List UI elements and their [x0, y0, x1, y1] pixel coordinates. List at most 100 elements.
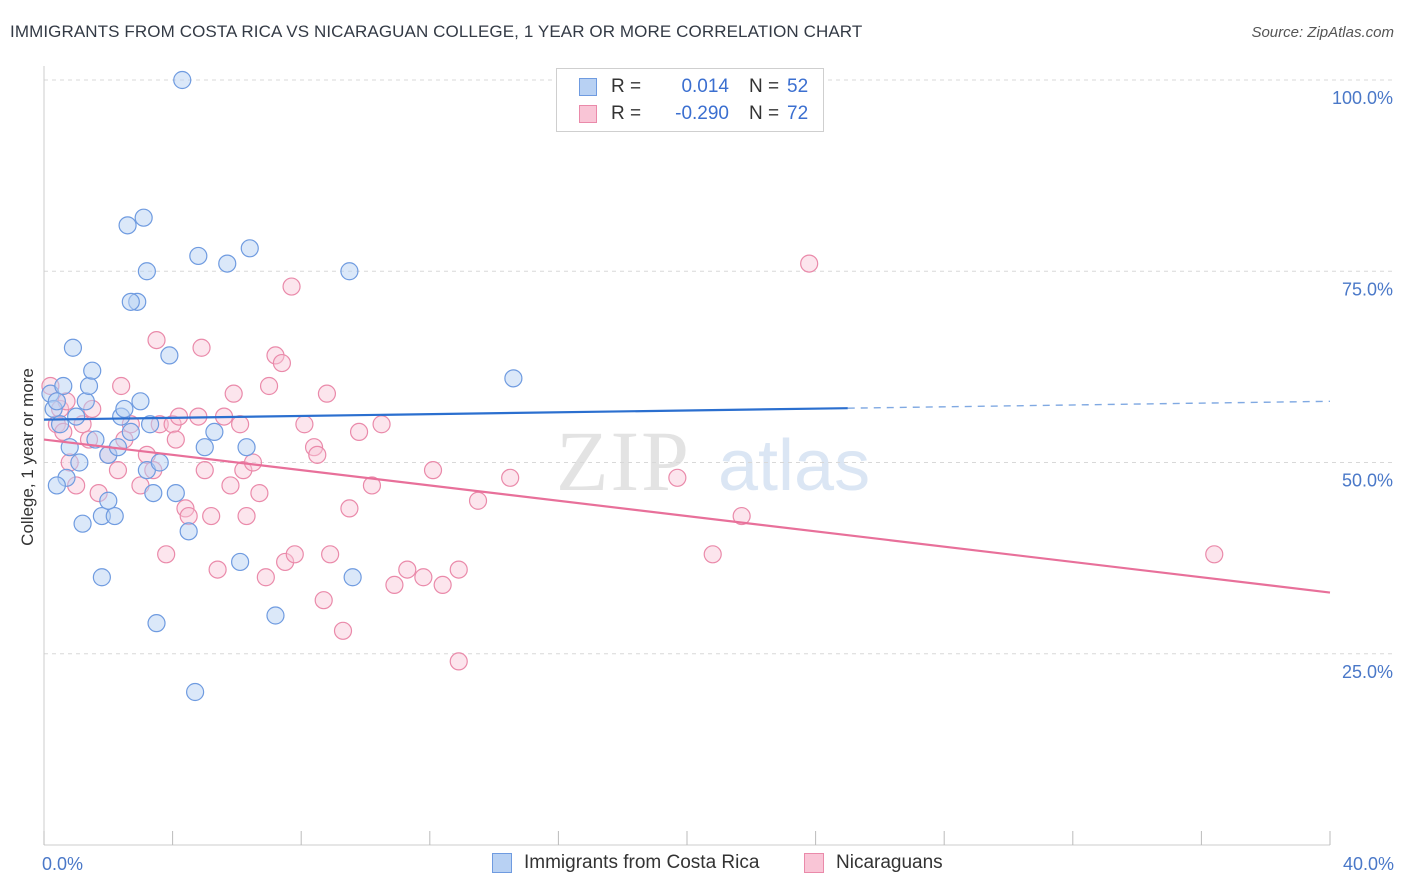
data-point-nicaraguans	[362, 476, 382, 495]
data-point-nicaraguans	[423, 461, 443, 480]
legend-row-nicaraguans: R = -0.290 N = 72	[579, 101, 808, 127]
data-point-costa-rica	[266, 606, 285, 625]
data-point-costa-rica	[237, 438, 256, 457]
data-point-costa-rica	[134, 208, 153, 227]
data-point-nicaraguans	[234, 461, 253, 480]
legend-r-value-nicaraguans: -0.290	[675, 103, 729, 124]
x-tick-label: 40.0%	[1343, 854, 1394, 874]
data-point-nicaraguans	[703, 545, 722, 564]
data-point-costa-rica	[205, 422, 224, 441]
legend-n-label: N =	[749, 76, 780, 97]
data-point-nicaraguans	[179, 506, 198, 526]
bottom-legend-label-nicaraguans: Nicaraguans	[836, 852, 943, 873]
data-point-costa-rica	[67, 407, 86, 426]
data-point-nicaraguans	[224, 384, 243, 403]
data-point-nicaraguans	[192, 338, 211, 357]
data-point-costa-rica	[147, 614, 166, 633]
data-point-nicaraguans	[108, 461, 128, 480]
data-point-costa-rica	[137, 262, 156, 281]
legend-r-label: R =	[611, 103, 642, 124]
data-point-nicaraguans	[202, 506, 221, 526]
data-point-costa-rica	[105, 506, 124, 526]
data-point-nicaraguans	[282, 277, 301, 296]
y-tick-labels: 100.0% 75.0% 50.0% 25.0%	[1332, 88, 1393, 682]
data-point-costa-rica	[115, 399, 134, 419]
y-tick-label: 50.0%	[1342, 471, 1393, 491]
data-point-nicaraguans	[414, 568, 433, 587]
data-point-nicaraguans	[276, 552, 295, 572]
data-point-costa-rica	[99, 491, 118, 510]
data-point-costa-rica	[131, 392, 150, 411]
bottom-legend-swatch-nicaraguans	[804, 853, 824, 873]
y-tick-label: 25.0%	[1342, 662, 1393, 682]
data-point-costa-rica	[150, 453, 169, 472]
trend-line-nicaraguans	[43, 438, 1331, 594]
data-point-nicaraguans	[340, 499, 359, 518]
data-point-nicaraguans	[321, 545, 340, 564]
data-point-costa-rica	[73, 514, 92, 533]
data-point-costa-rica	[160, 346, 179, 365]
data-point-costa-rica	[83, 361, 102, 380]
data-point-nicaraguans	[732, 506, 751, 526]
data-point-costa-rica	[121, 422, 140, 441]
data-point-nicaraguans	[166, 430, 185, 449]
data-point-costa-rica	[189, 246, 208, 266]
source-label: Source: ZipAtlas.com	[1251, 24, 1394, 41]
trend-line-costa-rica-extension	[847, 400, 1331, 409]
bottom-legend-label-costa-rica: Immigrants from Costa Rica	[524, 852, 760, 873]
watermark-atlas: atlas	[718, 426, 870, 506]
watermark-zip: ZIP	[556, 413, 691, 509]
data-point-nicaraguans	[250, 484, 269, 503]
data-point-nicaraguans	[259, 376, 279, 396]
data-point-nicaraguans	[333, 621, 353, 640]
y-tick-label: 100.0%	[1332, 88, 1393, 108]
data-point-costa-rica	[504, 369, 523, 388]
data-point-costa-rica	[343, 568, 362, 587]
data-point-nicaraguans	[349, 422, 369, 441]
legend-n-label: N =	[749, 103, 780, 124]
legend-r-value-costa-rica: 0.014	[681, 76, 729, 97]
correlation-legend: R = 0.014 N = 52 R = -0.290 N = 72	[556, 68, 824, 132]
data-point-costa-rica	[144, 484, 163, 503]
legend-row-costa-rica: R = 0.014 N = 52	[579, 74, 808, 100]
trend-lines	[43, 400, 1331, 594]
data-point-costa-rica	[63, 338, 83, 357]
data-point-costa-rica	[47, 392, 66, 411]
data-point-costa-rica	[166, 484, 185, 503]
legend-n-value-nicaraguans: 72	[787, 103, 809, 124]
data-point-costa-rica	[79, 376, 99, 396]
data-point-costa-rica	[231, 552, 250, 572]
data-point-nicaraguans	[147, 331, 166, 350]
data-point-nicaraguans	[398, 560, 417, 579]
data-point-costa-rica	[118, 216, 137, 235]
data-point-costa-rica	[121, 292, 140, 311]
data-point-nicaraguans	[372, 415, 391, 434]
axes	[43, 66, 1331, 846]
data-point-costa-rica	[140, 415, 160, 434]
data-point-costa-rica	[173, 70, 192, 90]
data-point-costa-rica	[179, 522, 198, 541]
data-point-nicaraguans	[317, 384, 337, 403]
data-point-nicaraguans	[237, 506, 256, 526]
data-point-nicaraguans	[501, 468, 520, 487]
data-point-costa-rica	[218, 254, 237, 273]
y-axis-title: College, 1 year or more	[18, 368, 37, 546]
data-point-costa-rica	[47, 476, 66, 495]
data-point-nicaraguans	[449, 652, 468, 671]
data-point-nicaraguans	[285, 545, 304, 564]
trend-line-costa-rica	[43, 407, 848, 421]
data-point-nicaraguans	[243, 453, 263, 472]
data-point-costa-rica	[76, 392, 95, 411]
bottom-legend-costa-rica: Immigrants from Costa Rica	[492, 852, 759, 874]
data-point-nicaraguans	[256, 568, 275, 587]
data-point-costa-rica	[195, 438, 214, 457]
data-point-nicaraguans	[272, 353, 292, 373]
data-point-nicaraguans	[195, 461, 214, 480]
legend-n-value-costa-rica: 52	[787, 76, 809, 97]
data-point-nicaraguans	[433, 575, 452, 595]
data-point-nicaraguans	[112, 376, 131, 396]
data-point-nicaraguans	[231, 415, 250, 434]
data-point-nicaraguans	[314, 591, 333, 610]
data-point-nicaraguans	[668, 468, 687, 487]
